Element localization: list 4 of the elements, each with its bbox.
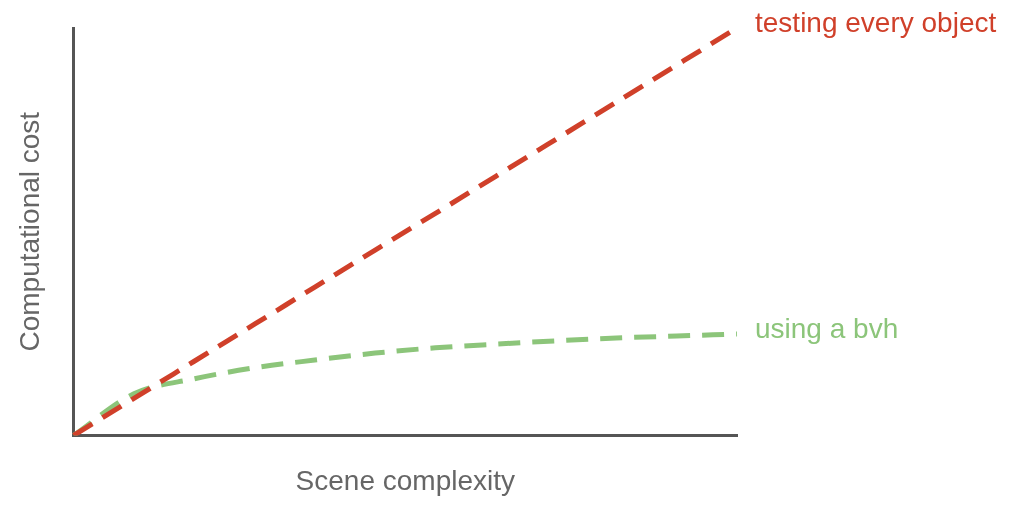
y-axis-title: Computational cost [13, 111, 45, 352]
series-label: using a bvh [755, 312, 899, 344]
x-axis-title: Scene complexity [295, 464, 516, 496]
series-label: testing every object [755, 6, 997, 38]
